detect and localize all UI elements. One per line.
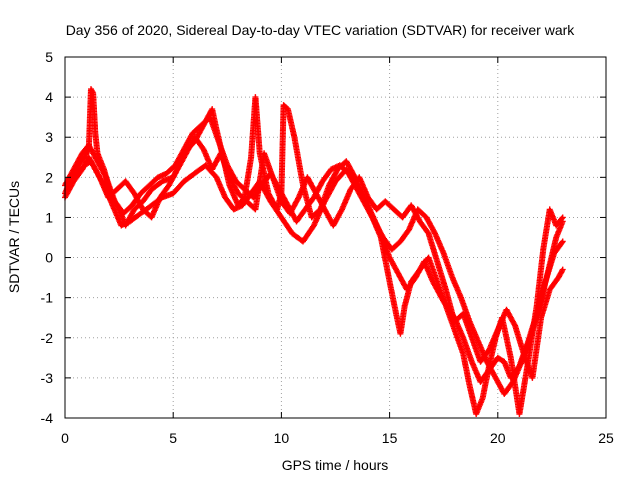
x-tick-label: 15 xyxy=(382,430,398,446)
y-tick-label: 2 xyxy=(45,169,53,185)
x-axis-label: GPS time / hours xyxy=(282,457,389,473)
series-track-c xyxy=(64,134,566,381)
chart-title: Day 356 of 2020, Sidereal Day-to-day VTE… xyxy=(66,22,576,38)
y-tick-label: 1 xyxy=(45,209,53,225)
y-tick-label: 0 xyxy=(45,250,53,266)
y-tick-label: 4 xyxy=(45,89,53,105)
y-tick-label: -2 xyxy=(41,330,54,346)
data-point-marker xyxy=(559,266,566,273)
y-tick-label: -4 xyxy=(41,410,54,426)
y-tick-label: -3 xyxy=(41,370,54,386)
data-point-marker xyxy=(559,218,566,225)
y-tick-label: 5 xyxy=(45,49,53,65)
x-tick-label: 5 xyxy=(169,430,177,446)
plot-frame xyxy=(64,56,607,419)
y-tick-label: -1 xyxy=(41,290,54,306)
x-tick-label: 0 xyxy=(61,430,69,446)
y-axis-label: SDTVAR / TECUs xyxy=(6,181,22,293)
series-track-d xyxy=(62,114,566,397)
ticks-layer: 0 5 10 15 20 25 -4 -3 -2 -1 0 1 2 3 4 5 xyxy=(41,49,614,446)
data-points-layer xyxy=(62,86,566,417)
data-point-marker xyxy=(559,238,566,245)
y-tick-label: 3 xyxy=(45,129,53,145)
x-tick-label: 10 xyxy=(274,430,290,446)
x-tick-label: 25 xyxy=(598,430,614,446)
x-tick-label: 20 xyxy=(490,430,506,446)
data-point-marker xyxy=(558,239,565,246)
